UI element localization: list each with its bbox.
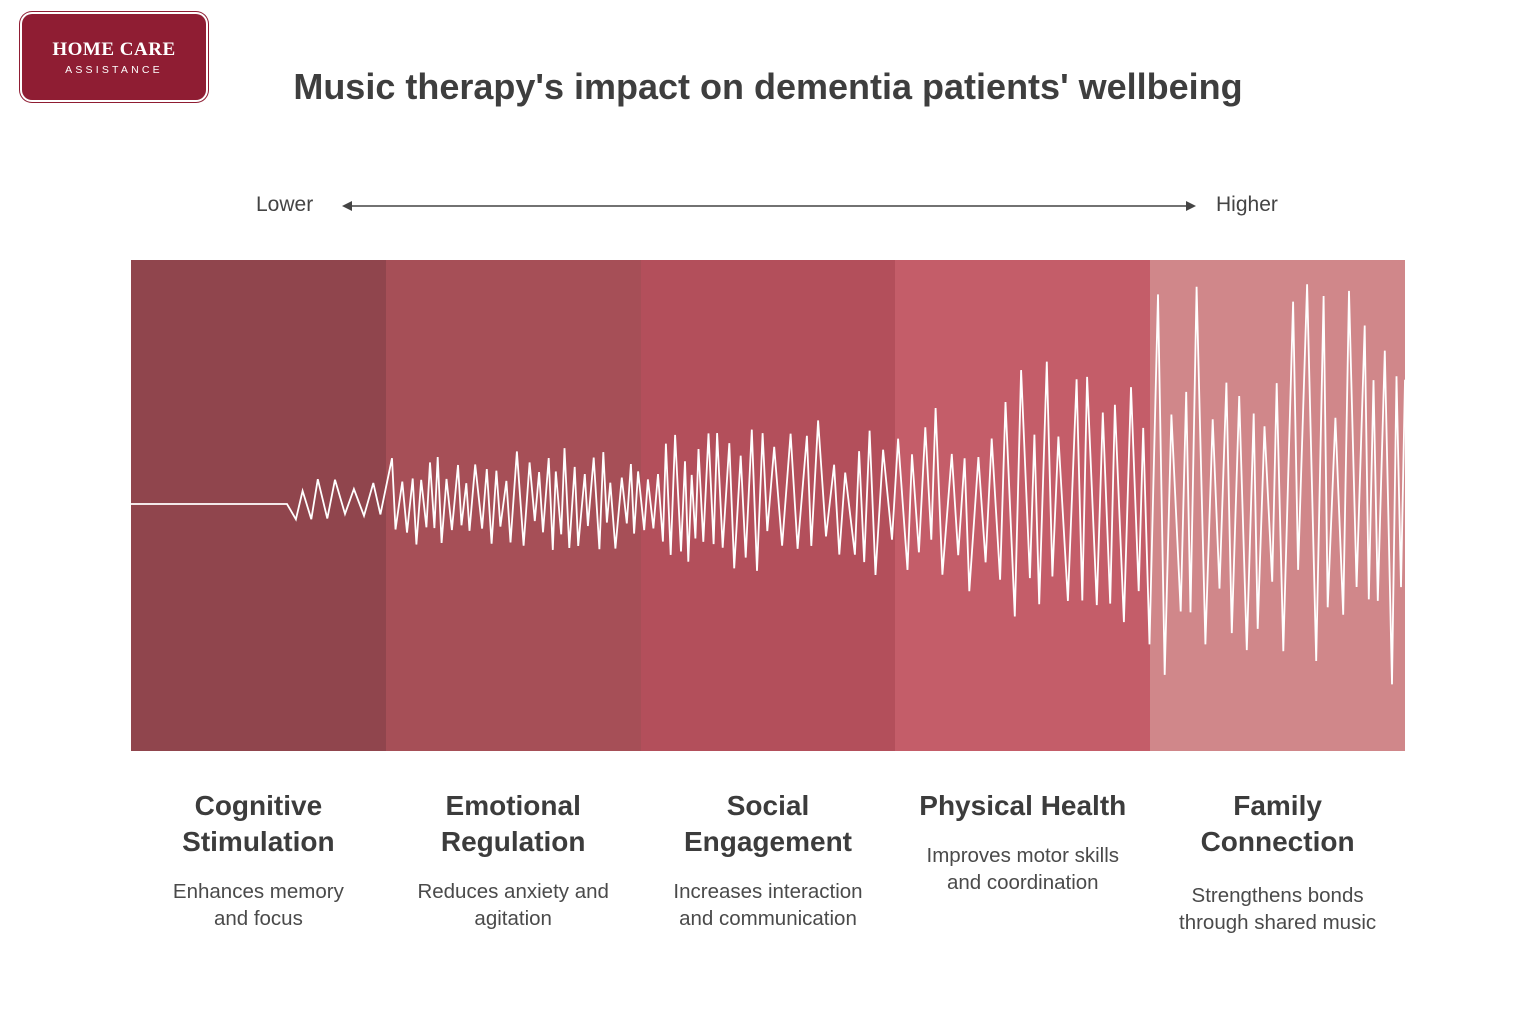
category-title: Emotional Regulation xyxy=(440,790,586,857)
page-title: Music therapy's impact on dementia patie… xyxy=(293,66,1243,107)
category-description: Enhances memory and focus xyxy=(172,880,344,930)
category-cognitive: Cognitive Stimulation Enhances memory an… xyxy=(131,788,386,936)
band-physical xyxy=(895,260,1151,751)
category-description: Improves motor skills and coordination xyxy=(926,844,1120,894)
scale-high-label: Higher xyxy=(1216,193,1278,216)
category-description: Reduces anxiety and agitation xyxy=(417,880,609,930)
home-care-assistance-logo[interactable]: HOME CARE ASSISTANCE xyxy=(22,14,206,100)
scale-low-label: Lower xyxy=(256,193,314,216)
logo-text-main: HOME CARE xyxy=(52,39,176,60)
category-social: Social Engagement Increases interaction … xyxy=(641,788,896,936)
category-title: Cognitive Stimulation xyxy=(182,790,335,857)
category-emotional: Emotional Regulation Reduces anxiety and… xyxy=(386,788,641,936)
category-title: Family Connection xyxy=(1200,790,1355,857)
logo-text-sub: ASSISTANCE xyxy=(65,64,163,76)
sound-wave-line xyxy=(131,284,1405,685)
category-physical: Physical Health Improves motor skills an… xyxy=(895,788,1150,936)
category-description: Strengthens bonds through shared music xyxy=(1179,884,1377,934)
category-title: Physical Health xyxy=(919,790,1127,821)
sound-wave xyxy=(131,284,1405,685)
category-description: Increases interaction and communication xyxy=(673,880,863,930)
category-columns: Cognitive Stimulation Enhances memory an… xyxy=(131,788,1405,936)
category-title: Social Engagement xyxy=(683,790,852,857)
double-arrow-icon xyxy=(342,201,1196,211)
category-family: Family Connection Strengthens bonds thro… xyxy=(1150,788,1405,936)
